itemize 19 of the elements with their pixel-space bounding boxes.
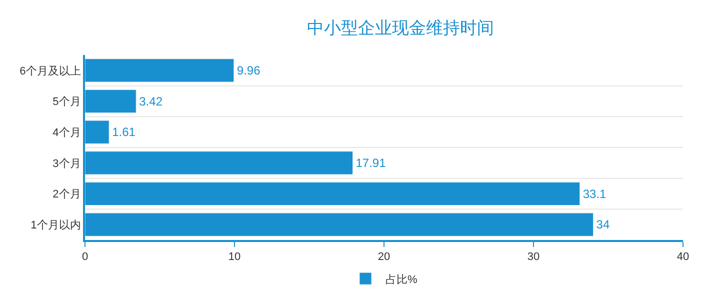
data-label: 9.96 [236, 63, 261, 78]
x-tick-label: 30 [527, 251, 540, 264]
x-tick-label: 40 [676, 251, 690, 264]
data-label: 3.42 [139, 94, 163, 108]
y-tick-label: 4个月 [52, 126, 81, 139]
legend-label: 占比% [386, 272, 418, 286]
y-tick-label: 6个月及以上 [20, 64, 81, 78]
y-tick-label: 1个月以内 [30, 218, 81, 232]
chart-title: 中小型企业现金维持时间 [306, 18, 494, 38]
y-tick-label: 3个月 [52, 158, 81, 170]
data-label: 34 [596, 218, 610, 232]
x-tick-label: 0 [82, 251, 88, 264]
x-tick-label: 10 [228, 251, 241, 264]
y-tick-label: 2个月 [52, 188, 81, 201]
y-tick-label: 5个月 [52, 96, 81, 108]
data-label: 33.1 [582, 186, 607, 201]
data-label: 17.91 [356, 156, 386, 170]
x-tick-label: 20 [378, 251, 390, 264]
data-label: 1.61 [112, 125, 136, 140]
